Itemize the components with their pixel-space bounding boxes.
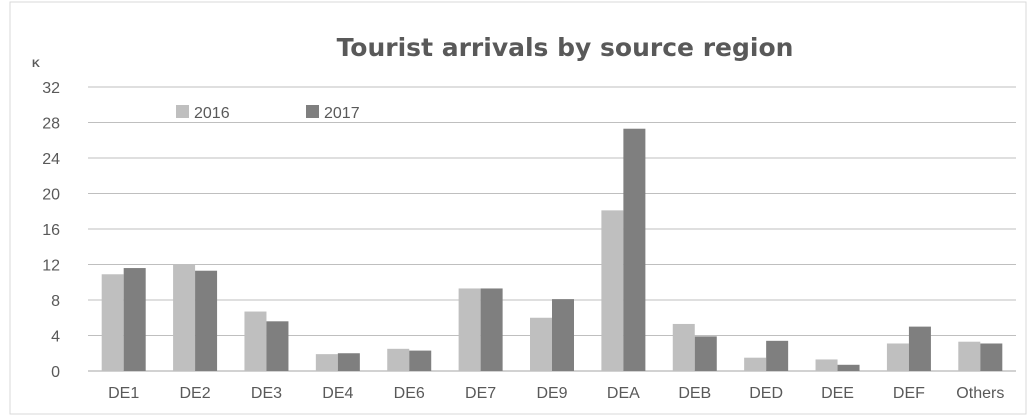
x-tick-label: DE4 xyxy=(322,385,353,402)
x-tick-label: DE2 xyxy=(180,385,211,402)
y-tick-label: 28 xyxy=(42,116,60,133)
x-tick-label: DE6 xyxy=(394,385,425,402)
bar-2016-DEE xyxy=(815,359,838,371)
chart-frame xyxy=(9,1,1027,415)
bar-2016-DE7 xyxy=(458,288,481,371)
bar-2017-DE7 xyxy=(480,288,503,371)
x-axis-ticks: DE1 DE2 DE3 DE4 DE6 DE7 DE9 DEA DEB DED DEE DEF Othe… xyxy=(108,385,1004,402)
y-tick-label: 32 xyxy=(42,80,60,97)
y-tick-label: 12 xyxy=(42,258,60,275)
bar-2017-DE6 xyxy=(409,350,432,371)
y-tick-label: 24 xyxy=(42,151,60,168)
bar-2016-DE2 xyxy=(173,264,196,371)
bar-2016-Others xyxy=(958,341,981,371)
bars xyxy=(101,128,1003,371)
bar-2016-DE1 xyxy=(101,274,124,371)
bar-2017-DEF xyxy=(908,326,931,371)
x-tick-label: DED xyxy=(749,385,783,402)
bar-2017-DE3 xyxy=(266,321,289,371)
bar-2017-DE4 xyxy=(337,353,360,371)
x-tick-label: DEA xyxy=(607,385,640,402)
bar-2016-DE3 xyxy=(244,311,267,371)
bar-2016-DEF xyxy=(886,343,909,371)
y-tick-label: 4 xyxy=(51,329,60,346)
gridlines xyxy=(88,86,1016,372)
chart-title: Tourist arrivals by source region xyxy=(337,33,794,62)
bar-2017-DED xyxy=(766,340,789,371)
y-axis-ticks: 0 4 8 12 16 20 24 28 32 xyxy=(42,80,60,381)
y-tick-label: 8 xyxy=(51,293,60,310)
bar-2017-DE9 xyxy=(552,299,574,371)
legend-label-2016: 2016 xyxy=(194,105,230,122)
y-axis-unit: K xyxy=(32,58,40,70)
bar-2017-DEA xyxy=(623,128,646,371)
x-tick-label: DE1 xyxy=(108,385,139,402)
legend: 2016 2017 xyxy=(176,105,360,122)
y-tick-label: 16 xyxy=(42,222,60,239)
bar-2017-DE2 xyxy=(195,270,218,371)
bar-2017-DEB xyxy=(694,336,717,371)
bar-2017-Others xyxy=(980,343,1003,371)
bar-2016-DEB xyxy=(672,323,695,371)
y-tick-label: 0 xyxy=(51,364,60,381)
x-tick-label: DEF xyxy=(893,385,925,402)
x-tick-label: DE9 xyxy=(536,385,567,402)
y-tick-label: 20 xyxy=(42,187,60,204)
x-tick-label: DE3 xyxy=(251,385,282,402)
bar-2016-DED xyxy=(744,357,767,371)
bar-2016-DE4 xyxy=(315,354,338,371)
bar-2016-DE6 xyxy=(387,348,410,371)
x-tick-label: DEE xyxy=(821,385,854,402)
bar-2017-DE1 xyxy=(123,268,146,371)
bar-2016-DEA xyxy=(601,210,624,371)
legend-label-2017: 2017 xyxy=(324,105,360,122)
bar-2016-DE9 xyxy=(530,317,552,371)
x-tick-label: Others xyxy=(956,385,1004,402)
x-tick-label: DE7 xyxy=(465,385,496,402)
legend-swatch-2017 xyxy=(306,105,319,118)
bar-2017-DEE xyxy=(837,364,860,371)
legend-swatch-2016 xyxy=(176,105,189,118)
x-tick-label: DEB xyxy=(678,385,711,402)
